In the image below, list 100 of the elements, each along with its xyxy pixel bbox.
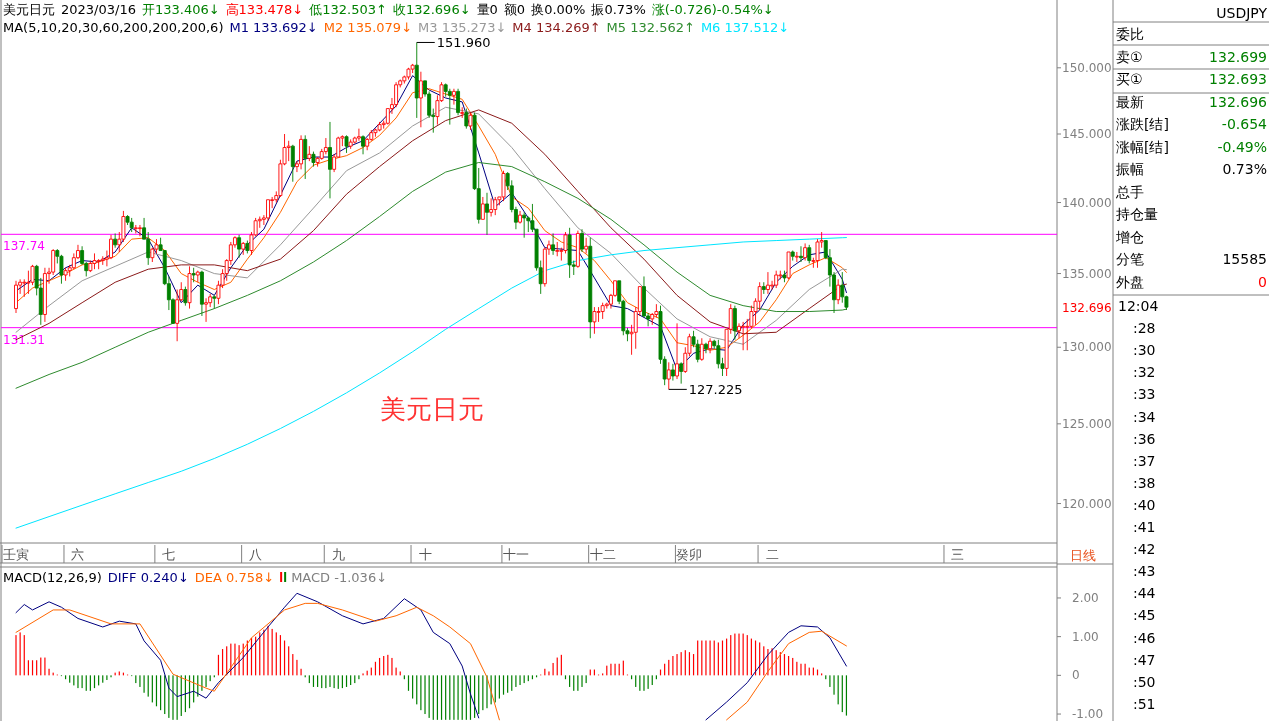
text: USDJPY [1216, 5, 1268, 21]
candlestick [460, 106, 465, 119]
candlestick [468, 112, 473, 131]
candlestick [708, 337, 713, 354]
annotation: 151.960 [436, 35, 491, 51]
candlestick [732, 305, 737, 341]
candlestick [344, 134, 349, 154]
text: 15585 [1222, 251, 1267, 267]
candlestick [241, 241, 246, 256]
candlestick [129, 217, 134, 233]
ref-line-label: 131.31 [3, 332, 45, 347]
candlestick [704, 342, 708, 354]
text: M4 134.269↑ [512, 20, 601, 35]
candlestick [588, 237, 593, 339]
candlestick [592, 306, 597, 335]
category-label: 买① [1116, 71, 1143, 87]
candlestick [799, 245, 803, 263]
candlestick [666, 361, 671, 390]
category-label: 分笔 [1116, 251, 1144, 267]
text: :36 [1133, 430, 1156, 447]
candlestick [584, 237, 589, 254]
x-tick-label: 八 [249, 547, 263, 562]
legend-title: MA(5,10,20,30,60,200,200,200,6) [3, 20, 224, 35]
candlestick [183, 286, 188, 307]
candlestick [195, 270, 200, 283]
x-tick-label: 六 [71, 547, 85, 562]
x-tick-label: 十一 [502, 547, 529, 562]
text: 日线 [1070, 548, 1096, 563]
text: :38 [1133, 474, 1156, 491]
candlestick [137, 224, 142, 237]
candlestick [782, 270, 787, 283]
candlestick [493, 196, 498, 216]
annotation: 振0.73% [591, 2, 646, 17]
category-label: 涨跌[结] [1116, 116, 1169, 132]
y-tick-label: 2.00 [1072, 590, 1099, 605]
candlestick [113, 233, 118, 249]
candlestick [600, 302, 605, 320]
text: :42 [1133, 541, 1156, 558]
annotation: 美元日元 [380, 394, 484, 424]
x-tick-label: 癸卯 [676, 547, 703, 562]
candlestick [356, 128, 361, 142]
candlestick [245, 240, 250, 254]
annotation: 127.225 [688, 382, 743, 398]
text: M5 132.562↑ [606, 20, 695, 35]
candlestick [418, 71, 423, 128]
candlestick [522, 211, 527, 239]
candlestick [311, 151, 316, 168]
text: :40 [1133, 496, 1156, 513]
candlestick [464, 108, 469, 130]
legend-label: MACD -1.036↓ [291, 570, 388, 585]
annotation: 换0.00% [531, 2, 586, 17]
text: :44 [1133, 585, 1156, 602]
annotation: 开133.406↓ [141, 2, 220, 17]
candlestick [675, 322, 679, 380]
candlestick [794, 251, 799, 263]
annotation: 低132.503↑ [309, 2, 387, 17]
text: 0.73% [1222, 161, 1267, 177]
candlestick [456, 88, 461, 116]
text: :33 [1133, 386, 1156, 403]
annotation: 高133.478↓ [225, 2, 304, 17]
x-tick-label: 十二 [589, 547, 616, 562]
text: :50 [1133, 673, 1156, 690]
y-tick-label: 0 [1072, 668, 1080, 683]
candlestick [303, 134, 308, 180]
candlestick [237, 234, 242, 259]
text: -0.654 [1221, 116, 1267, 132]
candlestick [501, 170, 506, 202]
candlestick [761, 281, 766, 295]
text: :34 [1133, 408, 1156, 425]
candlestick [741, 321, 746, 351]
chart-title: 美元日元 [3, 2, 55, 17]
text: :28 [1133, 320, 1156, 337]
candlestick [212, 294, 217, 310]
annotation: 额0 [503, 2, 526, 17]
candlestick [100, 255, 105, 266]
candlestick [699, 337, 704, 362]
text: 132.696 [1209, 93, 1267, 110]
text: :47 [1133, 651, 1156, 668]
candlestick [42, 267, 47, 323]
text: 132.696 [1062, 301, 1112, 316]
candlestick [485, 192, 489, 236]
candlestick [414, 42, 419, 119]
candlestick [92, 252, 97, 270]
text: :45 [1133, 607, 1156, 624]
candlestick [480, 196, 485, 220]
candlestick [551, 233, 556, 256]
candlestick [307, 145, 312, 162]
x-tick-label: 二 [765, 547, 779, 562]
candlestick [191, 267, 196, 283]
legend-title: MACD(12,26,9) [3, 570, 102, 585]
candlestick [63, 267, 68, 282]
chart-subtitle: 2023/03/16 [61, 2, 136, 17]
candlestick [187, 265, 192, 310]
candlestick [679, 361, 684, 385]
candlestick [790, 250, 795, 262]
text: M3 135.273↓ [418, 20, 507, 35]
text: :43 [1133, 563, 1156, 580]
text: -0.49% [1217, 138, 1267, 155]
category-label: 外盘 [1116, 273, 1144, 290]
text: 12:04 [1118, 298, 1159, 314]
